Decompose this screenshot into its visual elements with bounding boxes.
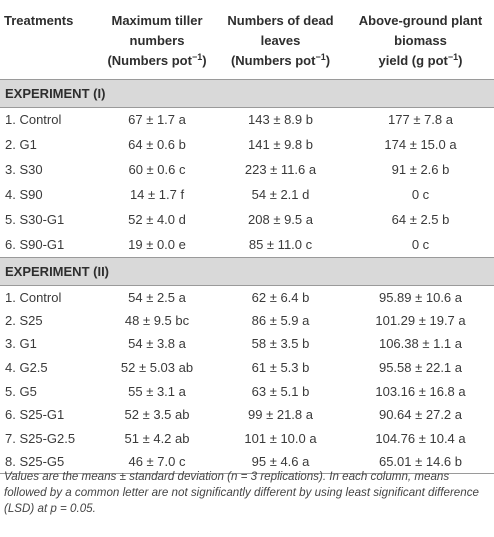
dead-leaves-cell: 223 ± 11.6 a xyxy=(244,162,317,177)
tillers-cell: 67 ± 1.7 a xyxy=(128,112,186,128)
biomass-cell: 65.01 ± 14.6 b xyxy=(347,450,494,475)
tillers-cell: 64 ± 0.6 b xyxy=(128,137,186,152)
table-row: 5. S30-G1 52 ± 4.0 d 208 ± 9.5 a 64 ± 2.5 b xyxy=(0,207,494,232)
table-row: 3. G1 54 ± 3.8 a 58 ± 3.5 b 106.38 ± 1.1 a xyxy=(0,332,494,356)
tillers-cell: 51 ± 4.2 ab xyxy=(124,430,190,446)
section-title: EXPERIMENT (II) xyxy=(0,257,494,286)
biomass-cell: 0 c xyxy=(347,232,494,258)
treatment-cell: 5. S30-G1 xyxy=(5,212,65,227)
treatment-cell: 8. S25-G5 xyxy=(0,450,100,475)
biomass-cell: 101.29 ± 19.7 a xyxy=(375,312,466,328)
dead-leaves-cell: 63 ± 5.1 b xyxy=(251,383,310,399)
table-row: 7. S25-G2.5 51 ± 4.2 ab 101 ± 10.0 a 104.76… xyxy=(0,427,494,451)
biomass-cell: 95.89 ± 10.6 a xyxy=(378,289,463,305)
tillers-cell: 54 ± 2.5 a xyxy=(128,289,186,305)
section-title: EXPERIMENT (I) xyxy=(0,79,494,108)
table-row: 5. G5 55 ± 3.1 a 63 ± 5.1 b 103.16 ± 16.8 a xyxy=(0,379,494,403)
tillers-cell: 48 ± 9.5 bc xyxy=(124,312,190,328)
table-row: 1. Control 54 ± 2.5 a 62 ± 6.4 b 95.89 ± 10… xyxy=(0,285,494,309)
dead-leaves-cell: 86 ± 5.9 a xyxy=(251,312,310,328)
dead-leaves-cell: 143 ± 8.9 b xyxy=(248,112,313,128)
table-row: 2. S25 48 ± 9.5 bc 86 ± 5.9 a 101.29 ± 19.7… xyxy=(0,309,494,333)
table-row: 4. S90 14 ± 1.7 f 54 ± 2.1 d 0 c xyxy=(0,182,494,207)
header-biomass: Above-ground plant biomass yield (g pot−… xyxy=(347,0,494,80)
tillers-cell: 54 ± 3.8 a xyxy=(128,336,186,352)
table-row: 2. G1 64 ± 0.6 b 141 ± 9.8 b 174 ± 15.0 a xyxy=(0,132,494,157)
treatment-cell: 2. G1 xyxy=(5,137,37,152)
tillers-cell: 19 ± 0.0 e xyxy=(100,232,214,258)
table-row: 1. Control 67 ± 1.7 a 143 ± 8.9 b 177 ± 7.8… xyxy=(0,107,494,132)
biomass-cell: 90.64 ± 27.2 a xyxy=(378,407,463,423)
results-table: Treatments Maximum tiller numbers (Numbe… xyxy=(0,0,494,475)
table-row: 6. S25-G1 52 ± 3.5 ab 99 ± 21.8 a 90.64 ± 2… xyxy=(0,403,494,427)
treatment-cell: 3. G1 xyxy=(5,336,37,352)
treatment-cell: 5. G5 xyxy=(5,383,37,399)
table-row: 3. S30 60 ± 0.6 c 223 ± 11.6 a 91 ± 2.6 b xyxy=(0,157,494,182)
section-header-experiment-2: EXPERIMENT (II) xyxy=(0,257,494,286)
table-row: 8. S25-G5 46 ± 7.0 c 95 ± 4.6 a 65.01 ± 14.… xyxy=(0,450,494,475)
treatment-cell: 4. G2.5 xyxy=(5,360,48,376)
biomass-cell: 64 ± 2.5 b xyxy=(391,212,450,227)
tillers-cell: 55 ± 3.1 a xyxy=(128,383,186,399)
treatment-cell: 6. S90-G1 xyxy=(0,232,100,258)
header-tillers: Maximum tiller numbers (Numbers pot−1) xyxy=(100,0,214,80)
tillers-cell: 52 ± 3.5 ab xyxy=(124,407,190,423)
biomass-cell: 174 ± 15.0 a xyxy=(384,137,457,152)
header-dead-leaves: Numbers of dead leaves (Numbers pot−1) xyxy=(214,0,347,80)
tillers-cell: 52 ± 5.03 ab xyxy=(120,360,194,376)
header-treatments: Treatments xyxy=(0,0,100,80)
biomass-cell: 91 ± 2.6 b xyxy=(391,162,450,177)
dead-leaves-cell: 101 ± 10.0 a xyxy=(244,430,317,446)
tillers-cell: 46 ± 7.0 c xyxy=(100,450,214,475)
treatment-cell: 1. Control xyxy=(5,289,62,305)
dead-leaves-cell: 95 ± 4.6 a xyxy=(214,450,347,475)
biomass-cell: 103.16 ± 16.8 a xyxy=(375,383,466,399)
tillers-cell: 14 ± 1.7 f xyxy=(129,187,185,202)
treatment-cell: 1. Control xyxy=(5,112,62,128)
treatment-cell: 4. S90 xyxy=(5,187,43,202)
dead-leaves-cell: 61 ± 5.3 b xyxy=(251,360,310,376)
table-footnote: Values are the means ± standard deviatio… xyxy=(4,470,479,515)
dead-leaves-cell: 54 ± 2.1 d xyxy=(251,187,310,202)
treatment-cell: 6. S25-G1 xyxy=(5,407,65,423)
biomass-cell: 106.38 ± 1.1 a xyxy=(378,336,463,352)
dead-leaves-cell: 208 ± 9.5 a xyxy=(248,212,313,227)
table-row: 4. G2.5 52 ± 5.03 ab 61 ± 5.3 b 95.58 ± 22.… xyxy=(0,356,494,380)
treatment-cell: 3. S30 xyxy=(5,162,43,177)
dead-leaves-cell: 58 ± 3.5 b xyxy=(251,336,310,352)
biomass-cell: 177 ± 7.8 a xyxy=(388,112,453,128)
dead-leaves-cell: 99 ± 21.8 a xyxy=(248,407,313,423)
section-header-experiment-1: EXPERIMENT (I) xyxy=(0,79,494,108)
tillers-cell: 60 ± 0.6 c xyxy=(128,162,186,177)
biomass-cell: 104.76 ± 10.4 a xyxy=(375,430,466,446)
treatment-cell: 2. S25 xyxy=(5,312,43,328)
biomass-cell: 95.58 ± 22.1 a xyxy=(378,360,463,376)
treatment-cell: 7. S25-G2.5 xyxy=(5,430,76,446)
dead-leaves-cell: 85 ± 11.0 c xyxy=(214,232,347,258)
dead-leaves-cell: 62 ± 6.4 b xyxy=(251,289,310,305)
header-row: Treatments Maximum tiller numbers (Numbe… xyxy=(0,0,494,80)
biomass-cell: 0 c xyxy=(411,187,430,202)
dead-leaves-cell: 141 ± 9.8 b xyxy=(248,137,313,152)
tillers-cell: 52 ± 4.0 d xyxy=(128,212,186,227)
